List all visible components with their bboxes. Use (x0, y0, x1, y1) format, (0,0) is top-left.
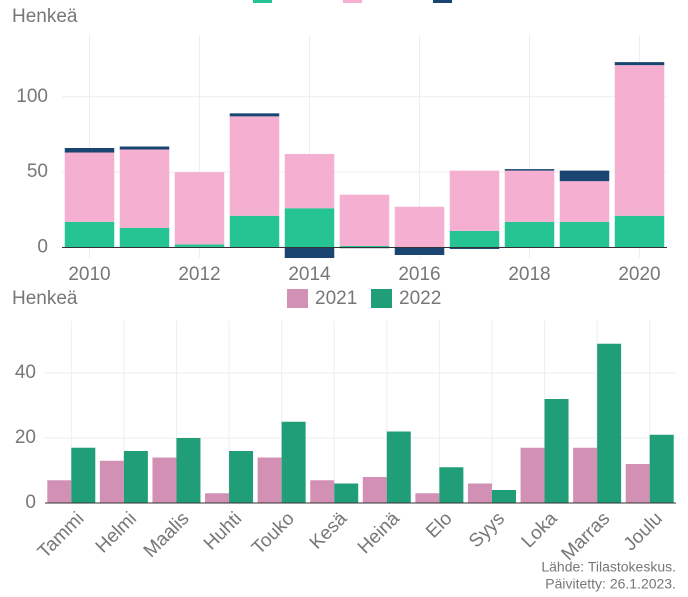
bar (71, 447, 96, 503)
x-tick-label: Marras (558, 508, 615, 565)
x-tick-label: Tammi (34, 508, 88, 562)
bar (284, 154, 335, 209)
x-tick-label: Heinä (354, 508, 404, 558)
bar (362, 477, 387, 503)
legend-swatch (343, 0, 362, 3)
bar (504, 221, 555, 248)
bar (339, 194, 390, 246)
bar (47, 480, 72, 503)
bar (229, 451, 254, 503)
y-tick-label: 40 (15, 362, 36, 383)
bar (310, 480, 335, 503)
bar (229, 215, 280, 248)
bar (229, 116, 280, 216)
x-tick-label: 2018 (508, 264, 550, 285)
x-tick-label: 2014 (288, 264, 331, 285)
bar (394, 247, 445, 255)
bar (625, 464, 650, 503)
bar (491, 490, 516, 503)
x-tick-label: Joulu (620, 508, 667, 555)
bar (119, 146, 170, 150)
bar (386, 431, 411, 503)
bar (649, 434, 674, 503)
bar (614, 215, 665, 248)
legend-swatch (287, 289, 308, 308)
bar (99, 460, 124, 503)
bar (284, 247, 335, 258)
x-tick-label: Kesä (306, 508, 352, 554)
bar (205, 493, 230, 503)
bar (559, 170, 610, 182)
bar (257, 457, 282, 503)
y-tick-label: 0 (37, 236, 48, 257)
bar (449, 170, 500, 231)
bar (176, 438, 201, 503)
x-tick-label: Helmi (92, 508, 141, 557)
bar (119, 227, 170, 248)
bar (504, 170, 555, 222)
legend-label: 2022 (399, 288, 441, 309)
bar (152, 457, 177, 503)
bar (559, 181, 610, 222)
bar (174, 172, 225, 245)
bar (559, 221, 610, 248)
x-tick-label: Loka (518, 508, 562, 552)
bar (281, 421, 306, 503)
bar (64, 152, 115, 222)
source: Lähde: Tilastokeskus. (541, 559, 676, 575)
source: Päivitetty: 26.1.2023. (545, 576, 676, 592)
bar (597, 343, 622, 503)
x-tick-label: Syys (465, 508, 509, 552)
bar (449, 247, 500, 249)
bar (119, 149, 170, 228)
legend-swatch (371, 289, 392, 308)
x-tick-label: 2012 (178, 264, 220, 285)
legend-label: 2021 (315, 288, 357, 309)
y-tick-label: 20 (15, 427, 36, 448)
bar (573, 447, 598, 503)
x-tick-label: 2020 (618, 264, 660, 285)
x-tick-label: Huhti (200, 508, 246, 554)
bar (64, 148, 115, 153)
y-tick-label: 100 (16, 86, 48, 107)
bar (394, 206, 445, 248)
legend-swatch (253, 0, 272, 3)
bar (174, 244, 225, 248)
legend-swatch (433, 0, 452, 3)
bar (467, 483, 492, 503)
bar (614, 65, 665, 216)
bar (334, 483, 359, 503)
y-axis-label: Henkeä (12, 6, 78, 27)
y-tick-label: 50 (27, 161, 48, 182)
bar (339, 245, 390, 248)
x-tick-label: 2016 (398, 264, 440, 285)
x-tick-label: 2010 (68, 264, 110, 285)
bar (520, 447, 545, 503)
x-tick-label: Touko (248, 508, 299, 559)
bar (415, 493, 440, 503)
x-tick-label: Maalis (140, 508, 194, 562)
bar (504, 169, 555, 171)
bar (614, 62, 665, 66)
y-axis-label: Henkeä (12, 288, 78, 309)
y-tick-label: 0 (25, 492, 36, 513)
bar (64, 221, 115, 248)
bar (439, 467, 464, 503)
bar (449, 230, 500, 248)
bar (229, 113, 280, 117)
bar (544, 399, 569, 503)
bar (123, 451, 148, 503)
x-tick-label: Elo (422, 508, 456, 542)
bar (284, 208, 335, 248)
